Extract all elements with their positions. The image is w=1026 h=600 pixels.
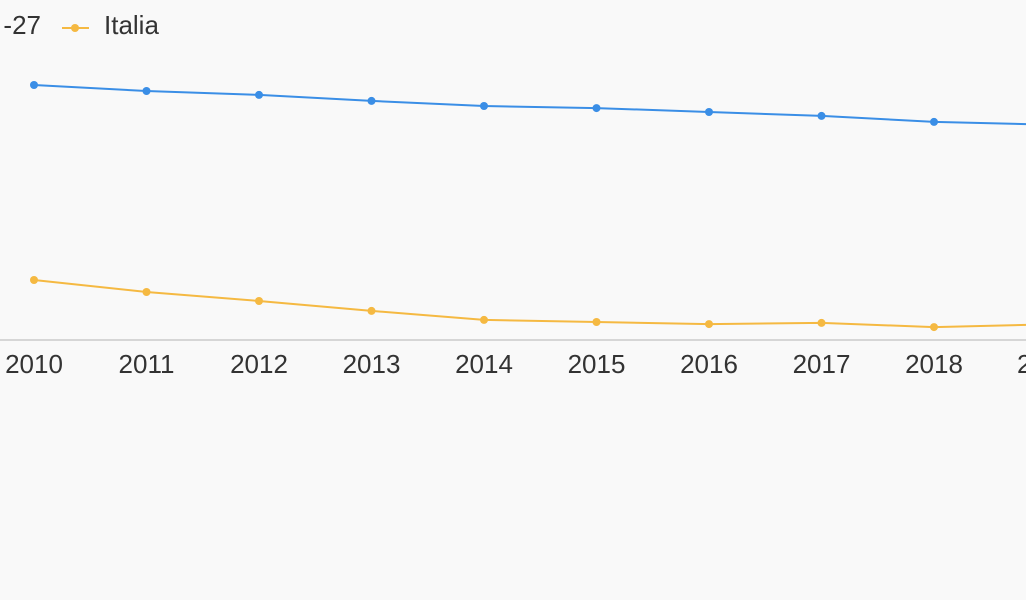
legend-dot — [71, 24, 79, 32]
x-tick-label: 2010 — [5, 349, 63, 379]
series-line — [33, 279, 1026, 329]
data-point — [255, 297, 263, 305]
x-tick-label: 2014 — [455, 349, 513, 379]
x-tick-label: 2018 — [905, 349, 963, 379]
x-tick-label: 2017 — [793, 349, 851, 379]
data-point — [30, 81, 38, 89]
legend-label: -27 — [3, 10, 41, 40]
data-point — [480, 102, 488, 110]
series-line — [33, 84, 1026, 126]
data-point — [930, 117, 938, 126]
x-tick-label: 2012 — [230, 349, 288, 379]
x-tick-label: 2013 — [343, 349, 401, 379]
x-tick-label: 2011 — [119, 349, 175, 379]
data-point — [817, 318, 826, 327]
data-point — [30, 276, 38, 284]
data-point — [255, 90, 263, 99]
data-point — [592, 104, 601, 113]
data-point — [705, 320, 713, 329]
data-point — [367, 306, 376, 315]
data-point — [817, 111, 826, 120]
data-point — [142, 288, 151, 296]
data-point — [930, 323, 938, 332]
x-tick-label: 2 — [1017, 349, 1026, 379]
x-tick-label: 2015 — [568, 349, 626, 379]
data-point — [480, 315, 488, 324]
legend-label: Italia — [104, 10, 159, 40]
data-point — [142, 87, 151, 95]
x-tick-label: 2016 — [680, 349, 738, 379]
data-point — [367, 96, 376, 105]
data-point — [705, 108, 713, 116]
data-point — [592, 318, 601, 326]
